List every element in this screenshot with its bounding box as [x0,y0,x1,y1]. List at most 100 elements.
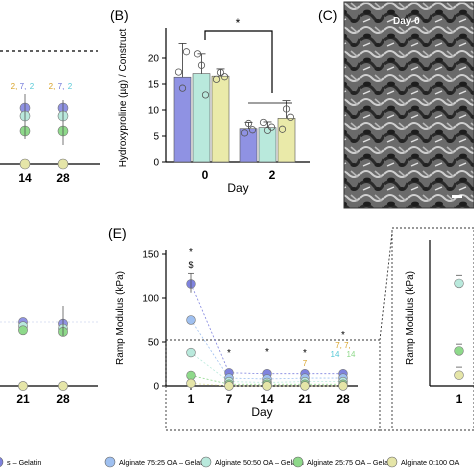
panel-b-bar [277,118,296,163]
panel-e-inset: Ramp Modulus (kPa) 1 [391,227,474,431]
panel-a-annotation: 2 [68,82,73,91]
panel-b-data-point [216,68,225,77]
panel-e-point [338,381,348,391]
panel-b-bars [173,43,296,163]
panel-a-point [57,158,69,170]
panel-b-data-point [197,61,206,69]
panel-e-points [186,272,348,391]
panel-e-x-tick-label: 14 [260,392,274,406]
legend-marker [292,456,304,468]
panel-b-significance: * [236,16,241,30]
panel-e-point [224,381,234,391]
panel-b-bar [192,73,211,163]
panel-e-point [300,381,310,391]
panel-a-annotation: 7, [58,82,65,91]
panel-e-significance-marker: * [341,330,345,341]
panel-d-point [18,381,28,391]
panel-e-y-ticks: 0 50 100 150 [142,250,166,393]
panel-e-y-tick-label: 0 [153,382,159,393]
panel-a: 14 28 2, 7, 2 2, 7, 2 [0,50,100,185]
panel-b-y-tick-label: 20 [148,54,160,65]
panel-b-data-point [244,119,253,128]
panel-d-point [58,381,68,391]
panel-a-x-tick: 14 [18,171,32,185]
panel-e-point [262,381,272,391]
panel-b-y-tick-label: 5 [153,132,159,143]
panel-b-data-point [267,123,276,131]
panel-b-data-point [174,68,183,76]
panel-b-data-point [240,129,249,137]
panel-b-xlabel: Day [227,181,248,195]
scale-bar [452,195,462,198]
panel-b-data-point [182,48,191,56]
panel-a-x-tick: 28 [56,171,70,185]
panel-b-bar [239,128,258,163]
panel-d-x-tick: 28 [56,392,70,406]
panel-b-significance-bracket [204,30,273,93]
panel-b: (B) Hydroxyproline (µg) / Construct 0 5 10… [110,7,310,195]
panel-a-annotation: 2, [11,82,18,91]
panel-b-bar [173,76,192,163]
panel-b-data-point [193,50,202,58]
inset-ylabel: Ramp Modulus (kPa) [405,271,416,365]
panel-b-x-tick: 0 [202,168,209,182]
inset-x-tick: 1 [456,392,463,406]
panel-b-data-point [212,75,221,83]
panel-b-y-ticks: 0 5 10 15 20 [148,54,166,169]
panel-e-y-tick-label: 100 [142,294,159,305]
panel-a-points [19,94,69,170]
panel-e-point [186,315,196,325]
panel-e-annotation: 7 [303,359,308,368]
sem-image [344,2,474,208]
panel-b-data-point [178,84,187,92]
panel-e-annotation: 7, 7, [335,341,351,350]
panel-e-significance-marker: * [189,247,193,258]
panel-e-significance-marker: * [265,347,269,358]
inset-point [454,278,464,289]
zoom-connector-top [379,231,393,341]
sem-day-label: Day 0 [393,16,420,27]
panel-e-markers: * * * * * $7 7, 7,14 14 [188,247,356,368]
panel-e-point [186,347,196,358]
legend-label: Alginate 75:25 OA – Gelatin [119,458,208,467]
panel-c-title: (C) [318,7,337,23]
panel-e-annotation: 14 [331,350,340,359]
panel-a-annotation: 7, [20,82,27,91]
panel-b-data-point [286,113,295,121]
panel-e: (E) Ramp Modulus (kPa) 0 50 100 150 1 7 14 21 2… [108,225,393,431]
inset-point [454,370,464,380]
panel-e-x-tick-label: 28 [336,392,350,406]
legend: s – Gelatin Alginate 75:25 OA – Gelatin Al… [0,456,460,468]
panel-e-y-tick-label: 50 [148,338,160,349]
panel-e-dollar-marker: $ [188,260,193,270]
panel-d-point [18,325,28,336]
panel-d-points [18,306,68,391]
panel-b-data-point [282,105,291,113]
legend-label: s – Gelatin [7,458,41,467]
panel-e-point [186,370,196,381]
panel-e-x-ticks: 1 7 14 21 28 [188,386,350,406]
panel-b-bar [258,127,277,163]
legend-marker [386,456,398,468]
panel-d-x-tick: 21 [16,392,30,406]
panel-e-ylabel: Ramp Modulus (kPa) [115,271,126,365]
legend-label: Alginate 25:75 OA – Gelatin [307,458,396,467]
panel-b-data-point [220,73,229,81]
panel-b-data-point [248,126,257,134]
panel-b-title: (B) [110,7,129,23]
panel-b-data-point [201,91,210,99]
legend-label: Alginate 0:100 OA [401,458,460,467]
panel-b-ylabel: Hydroxyproline (µg) / Construct [118,28,129,167]
inset-points [454,274,464,380]
panel-e-title: (E) [108,225,127,241]
legend-marker [104,456,116,468]
panel-b-y-tick-label: 15 [148,80,160,91]
panel-e-y-tick-label: 150 [142,250,159,261]
panel-a-annotation: 2, [49,82,56,91]
legend-marker [200,456,212,468]
panel-a-annotation: 2 [30,82,35,91]
panel-b-y-tick-label: 0 [153,158,159,169]
legend-marker [0,457,4,467]
panel-d: 21 28 [0,306,98,406]
